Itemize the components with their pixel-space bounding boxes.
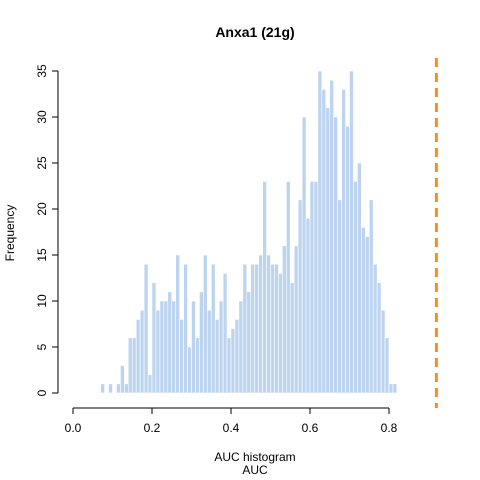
histogram-bar	[116, 383, 121, 394]
x-tick-label: 0.0	[65, 421, 82, 435]
histogram-bar	[368, 199, 374, 394]
y-tick-label: 10	[35, 294, 49, 308]
histogram-bar	[349, 70, 354, 394]
y-tick-label: 25	[35, 156, 49, 170]
histogram-bar	[266, 254, 271, 394]
y-tick-label: 35	[35, 64, 49, 78]
histogram-bar	[210, 263, 216, 394]
y-tick-label: 5	[35, 343, 49, 350]
histogram-bar	[289, 282, 295, 394]
histogram-bar	[305, 217, 311, 394]
histogram-bar	[317, 70, 323, 394]
histogram-bar	[179, 319, 184, 394]
histogram-bar	[353, 181, 358, 394]
histogram-bar	[325, 107, 331, 394]
y-tick-label: 20	[35, 202, 49, 216]
y-tick-label: 30	[35, 110, 49, 124]
histogram-bar	[214, 319, 220, 394]
histogram-bar	[258, 254, 263, 394]
histogram-bar	[207, 309, 212, 394]
histogram-bar	[171, 300, 176, 394]
histogram-bar	[143, 263, 149, 394]
y-axis: 0 5 10 15 20 25 30 35	[35, 64, 59, 396]
histogram-bar	[250, 263, 256, 394]
histogram-bar	[293, 245, 299, 394]
histogram-bar	[321, 89, 327, 394]
histogram-bar	[364, 236, 370, 394]
histogram-bar	[124, 383, 129, 394]
x-axis-sublabel: AUC	[242, 463, 268, 477]
chart-title: Anxa1 (21g)	[215, 24, 294, 40]
histogram-bar	[163, 300, 169, 394]
x-axis-label: AUC histogram	[214, 450, 295, 464]
histogram-bar	[282, 245, 287, 394]
histogram-bar	[222, 273, 228, 394]
histogram-bar	[337, 199, 342, 394]
histogram-bar	[262, 181, 267, 394]
x-tick-label: 0.4	[223, 421, 240, 435]
histogram-bar	[199, 291, 204, 394]
histogram-bar	[297, 199, 303, 394]
histogram-bar	[388, 383, 394, 394]
histogram-bar	[333, 116, 338, 394]
histogram-bar	[108, 383, 113, 394]
histogram-bar	[392, 383, 398, 394]
histogram-bar	[155, 309, 161, 394]
histogram-bar	[195, 337, 200, 394]
histogram-bar	[361, 227, 366, 394]
y-axis-label: Frequency	[3, 205, 17, 262]
histogram-bar	[120, 365, 125, 394]
histogram-bar	[254, 263, 259, 394]
y-tick-label: 15	[35, 248, 49, 262]
histogram-bar	[147, 374, 153, 394]
histogram-bar	[230, 328, 236, 394]
histogram-bar	[309, 181, 315, 394]
histogram-bar	[191, 300, 196, 394]
histogram-bar	[357, 162, 362, 394]
histogram-bar	[139, 309, 145, 394]
histogram-bar	[183, 263, 188, 394]
histogram-bar	[341, 89, 346, 394]
histogram-bar	[151, 282, 157, 394]
histogram-bar	[175, 254, 180, 394]
histogram-bar	[242, 263, 248, 394]
histogram-bar	[100, 383, 105, 394]
x-axis: 0.0 0.2 0.4 0.6 0.8	[65, 407, 398, 435]
histogram-bar	[238, 300, 244, 394]
histogram-bar	[167, 291, 173, 394]
histogram-bar	[278, 273, 283, 394]
histogram-bar	[285, 181, 291, 394]
histogram-bar	[218, 300, 224, 394]
histogram-bar	[372, 263, 378, 394]
histogram-bar	[128, 337, 133, 394]
x-tick-label: 0.2	[144, 421, 161, 435]
histogram-bar	[345, 125, 350, 394]
histogram-bar	[329, 79, 334, 394]
histogram-bar	[384, 337, 390, 394]
histogram-bar	[380, 309, 386, 394]
histogram-bar	[376, 282, 382, 394]
histogram-bar	[234, 319, 240, 394]
histogram-bar	[313, 181, 319, 394]
histogram-bar	[203, 254, 208, 394]
histogram-bar	[135, 319, 141, 394]
histogram-bar	[274, 263, 279, 394]
x-tick-label: 0.6	[302, 421, 319, 435]
histogram-bar	[301, 116, 307, 394]
histogram-bar	[226, 337, 232, 394]
x-tick-label: 0.8	[381, 421, 398, 435]
histogram-bar	[131, 337, 137, 394]
histogram-bars	[100, 70, 398, 394]
histogram-bar	[246, 291, 252, 394]
histogram-bar	[159, 300, 165, 394]
histogram-bar	[270, 263, 275, 394]
y-tick-label: 0	[35, 389, 49, 396]
histogram-bar	[187, 346, 192, 394]
